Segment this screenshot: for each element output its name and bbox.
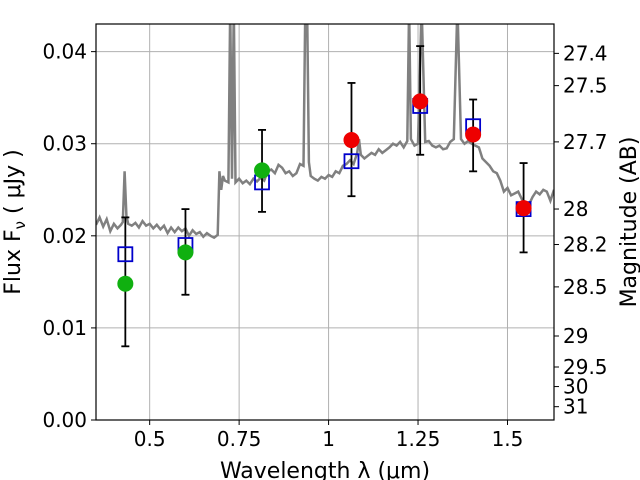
plot-frame bbox=[95, 23, 555, 421]
y-tick-label: 0.01 bbox=[42, 316, 87, 340]
y-tick-label: 0.02 bbox=[42, 224, 87, 248]
y2-tick-label: 28.2 bbox=[563, 233, 608, 257]
observed-point-green bbox=[177, 244, 194, 261]
error-bars bbox=[121, 45, 528, 348]
observed-point-red bbox=[343, 132, 360, 149]
observed-point-red bbox=[465, 126, 482, 143]
observed-point-red bbox=[515, 200, 532, 217]
y2-tick-label: 28 bbox=[563, 197, 588, 221]
y2-tick-label: 30 bbox=[563, 375, 588, 399]
y-axis-label-sub: ν bbox=[11, 221, 29, 229]
x-tick-label: 1 bbox=[322, 427, 335, 451]
observed-points bbox=[117, 93, 532, 292]
x-axis-label: Wavelength λ (μm) bbox=[220, 459, 430, 480]
model-spectrum-line bbox=[96, 24, 554, 240]
observed-point-red bbox=[412, 93, 429, 110]
y2-tick-label: 27.5 bbox=[563, 74, 608, 98]
y2-tick-label: 31 bbox=[563, 395, 588, 419]
x-tick-label: 0.5 bbox=[134, 427, 166, 451]
y-axis-label: Flux Fν ( μJy ) bbox=[1, 149, 29, 294]
y-axis-label-main: Flux F bbox=[1, 229, 26, 294]
model-band-square bbox=[343, 153, 360, 170]
y2-tick-label: 27.7 bbox=[563, 130, 608, 154]
x-tick-label: 1.25 bbox=[396, 427, 441, 451]
y-tick-label: 0.04 bbox=[42, 40, 87, 64]
y-axis-ticks: 0.00 0.01 0.02 0.03 0.04 bbox=[42, 40, 96, 432]
grid-lines bbox=[96, 24, 554, 421]
y2-tick-label: 29.5 bbox=[563, 355, 608, 379]
observed-point-green bbox=[254, 162, 271, 179]
y2-tick-label: 28.5 bbox=[563, 275, 608, 299]
y-axis-label-unit: ( μJy ) bbox=[1, 149, 26, 221]
y2-tick-label: 27.4 bbox=[563, 41, 608, 65]
y-tick-label: 0.00 bbox=[42, 408, 87, 432]
y2-axis-label: Magnitude (AB) bbox=[617, 137, 640, 308]
y-tick-label: 0.03 bbox=[42, 132, 87, 156]
x-tick-label: 0.75 bbox=[217, 427, 262, 451]
x-axis-ticks: 0.5 0.75 1 1.25 1.5 bbox=[134, 420, 524, 451]
y2-tick-label: 29 bbox=[563, 324, 588, 348]
plot-area bbox=[96, 24, 554, 348]
model-band-square bbox=[117, 246, 134, 263]
observed-point-green bbox=[117, 275, 134, 292]
model-band-squares bbox=[117, 98, 532, 263]
x-tick-label: 1.5 bbox=[492, 427, 524, 451]
